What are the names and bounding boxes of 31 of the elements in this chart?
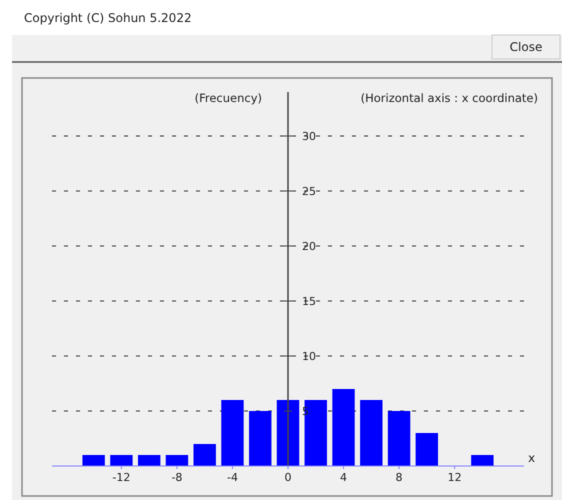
x-tick-label: -12 bbox=[112, 471, 130, 484]
y-tick-label: 20 bbox=[302, 240, 316, 253]
text: Close bbox=[510, 40, 542, 54]
y-tick-label: 25 bbox=[302, 185, 316, 198]
x-tick-label: 12 bbox=[448, 471, 462, 484]
bar bbox=[388, 411, 410, 466]
bar bbox=[138, 455, 160, 466]
x-tick-label: -8 bbox=[171, 471, 182, 484]
bar bbox=[276, 400, 300, 466]
y-tick-label: 10 bbox=[302, 350, 316, 363]
y-axis-title: (Frecuency) bbox=[194, 91, 262, 105]
bar bbox=[416, 433, 438, 466]
bar bbox=[471, 455, 494, 466]
bar bbox=[249, 411, 272, 466]
x-tick-label: 8 bbox=[396, 471, 403, 484]
y-tick-label: 15 bbox=[302, 295, 316, 308]
x-axis-title: x bbox=[528, 451, 536, 465]
bar bbox=[332, 389, 355, 466]
x-tick-label: 4 bbox=[340, 471, 348, 484]
text: Copyright (C) Sohun 5.2022 bbox=[24, 11, 192, 25]
bar bbox=[360, 400, 382, 466]
bar bbox=[194, 444, 216, 466]
y-tick-label: 30 bbox=[302, 130, 316, 143]
bar bbox=[82, 455, 105, 466]
x-tick-label: -4 bbox=[226, 471, 238, 484]
x-tick-label: 0 bbox=[284, 471, 292, 484]
bar bbox=[166, 455, 188, 466]
bar bbox=[110, 455, 133, 466]
bar bbox=[304, 400, 327, 466]
annotation: (Horizontal axis : x coordinate) bbox=[360, 91, 538, 105]
bar bbox=[221, 400, 244, 466]
